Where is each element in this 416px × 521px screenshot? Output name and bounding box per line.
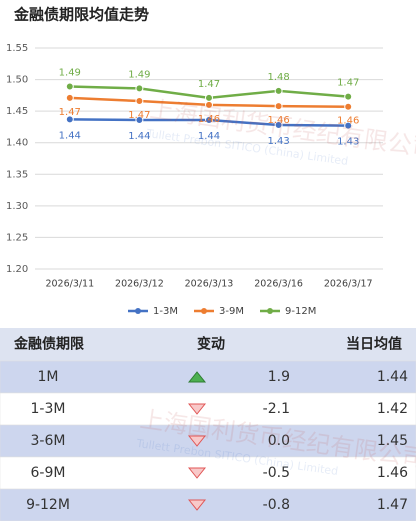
point bbox=[274, 86, 283, 95]
trend-arrow bbox=[187, 467, 207, 479]
chart-title: 金融债期限均值走势 bbox=[13, 6, 149, 24]
legend-label: 3-9M bbox=[219, 306, 244, 317]
table-cell: -0.5 bbox=[263, 465, 290, 481]
value-label: 1.44 bbox=[198, 131, 220, 142]
table-row-bg bbox=[0, 360, 416, 394]
value-label: 1.43 bbox=[337, 137, 359, 148]
table-cell: -2.1 bbox=[263, 401, 290, 417]
point bbox=[65, 115, 74, 124]
table-row-bg bbox=[0, 424, 416, 458]
table-cell: 1M bbox=[38, 369, 59, 385]
point bbox=[205, 115, 213, 124]
point bbox=[274, 102, 283, 111]
table-row-bg bbox=[0, 488, 416, 521]
y-tick-label: 1.55 bbox=[6, 43, 28, 54]
value-label: 1.47 bbox=[128, 110, 150, 121]
value-label: 1.44 bbox=[128, 131, 150, 142]
value-label: 1.46 bbox=[267, 115, 289, 126]
y-tick-label: 1.45 bbox=[6, 106, 28, 117]
value-label: 1.47 bbox=[337, 78, 359, 89]
table-header-bg bbox=[0, 328, 416, 361]
table-cell: 1.46 bbox=[377, 465, 408, 481]
point bbox=[135, 115, 144, 124]
table-cell: 9-12M bbox=[26, 497, 70, 513]
y-tick-label: 1.50 bbox=[6, 75, 28, 86]
point bbox=[65, 82, 74, 91]
table-cell: 1.42 bbox=[377, 401, 408, 417]
table-row-bg bbox=[0, 456, 416, 490]
legend-label: 1-3M bbox=[153, 306, 178, 317]
x-tick-label: 2026/3/16 bbox=[254, 279, 303, 290]
value-label: 1.46 bbox=[337, 116, 359, 127]
value-label: 1.47 bbox=[198, 79, 220, 90]
value-label: 1.43 bbox=[267, 136, 289, 147]
y-tick-label: 1.35 bbox=[6, 169, 28, 180]
point bbox=[344, 92, 353, 101]
table-header: 金融债期限 bbox=[13, 336, 84, 353]
trend-arrow bbox=[187, 499, 207, 511]
point bbox=[274, 121, 283, 130]
value-label: 1.46 bbox=[198, 114, 220, 125]
y-tick-label: 1.40 bbox=[6, 138, 28, 149]
point bbox=[344, 121, 353, 130]
point bbox=[135, 84, 144, 93]
x-tick-label: 2026/3/11 bbox=[45, 279, 94, 290]
trend-arrow bbox=[187, 435, 207, 447]
table-cell: 0.0 bbox=[268, 433, 290, 449]
legend-marker bbox=[201, 308, 207, 314]
table-cell: 1.45 bbox=[377, 433, 408, 449]
table-cell: 1-3M bbox=[31, 401, 66, 417]
point bbox=[65, 93, 74, 102]
table-cell: -0.8 bbox=[263, 497, 290, 513]
table-header: 当日均值 bbox=[346, 336, 402, 353]
x-tick-label: 2026/3/13 bbox=[185, 279, 234, 290]
x-tick-label: 2026/3/12 bbox=[115, 279, 164, 290]
table-cell: 1.44 bbox=[377, 369, 408, 385]
table-cell: 3-6M bbox=[31, 433, 66, 449]
table-header: 变动 bbox=[197, 336, 225, 353]
table-cell: 1.9 bbox=[268, 369, 290, 385]
value-label: 1.44 bbox=[59, 130, 81, 141]
y-tick-label: 1.30 bbox=[6, 201, 28, 212]
trend-arrow bbox=[187, 403, 207, 415]
x-tick-label: 2026/3/17 bbox=[324, 279, 373, 290]
point bbox=[205, 93, 213, 102]
table-cell: 6-9M bbox=[31, 465, 66, 481]
point bbox=[135, 97, 144, 106]
table-cell: 1.47 bbox=[377, 497, 408, 513]
legend-label: 9-12M bbox=[285, 306, 316, 317]
value-label: 1.49 bbox=[128, 69, 150, 80]
value-label: 1.49 bbox=[59, 68, 81, 79]
legend-marker bbox=[267, 308, 273, 314]
legend-marker bbox=[135, 308, 141, 314]
value-label: 1.47 bbox=[59, 107, 81, 118]
value-label: 1.48 bbox=[267, 72, 289, 83]
trend-arrow bbox=[187, 371, 207, 383]
y-tick-label: 1.25 bbox=[6, 232, 28, 243]
y-tick-label: 1.20 bbox=[6, 264, 28, 275]
point bbox=[344, 102, 353, 111]
